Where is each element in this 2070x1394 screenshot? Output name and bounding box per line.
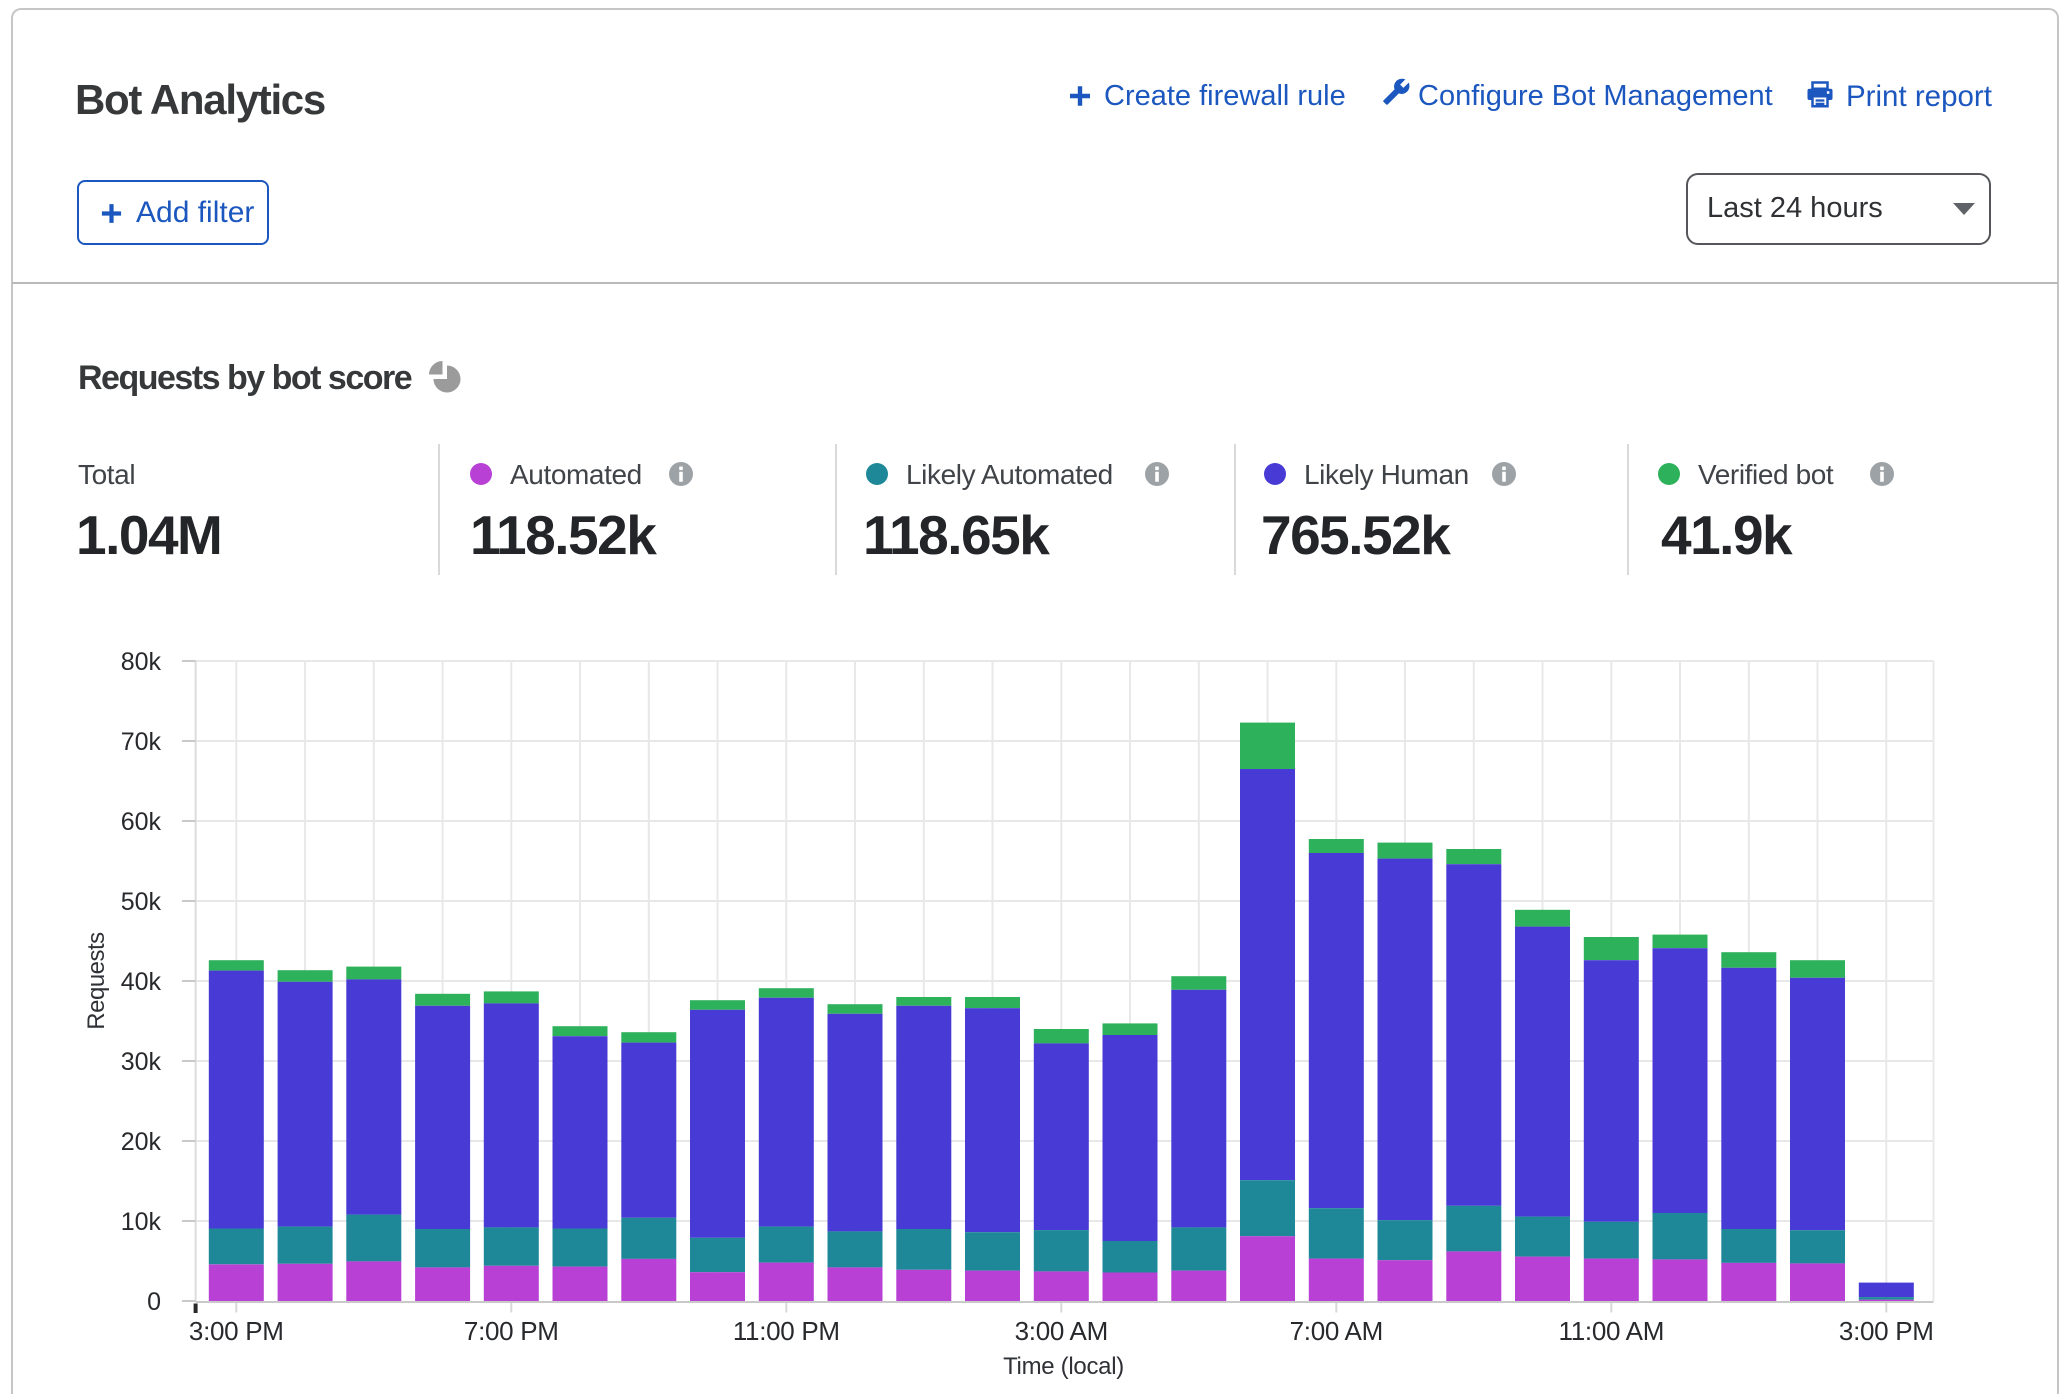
svg-text:40k: 40k xyxy=(121,968,162,996)
svg-text:11:00 PM: 11:00 PM xyxy=(733,1316,840,1346)
svg-text:30k: 30k xyxy=(121,1048,162,1076)
svg-text:11:00 AM: 11:00 AM xyxy=(1559,1316,1665,1346)
svg-text:Requests: Requests xyxy=(83,932,110,1030)
svg-text:3:00 AM: 3:00 AM xyxy=(1015,1316,1108,1346)
svg-text:20k: 20k xyxy=(121,1128,162,1156)
svg-text:10k: 10k xyxy=(121,1208,162,1236)
svg-text:Time (local): Time (local) xyxy=(1003,1353,1124,1380)
svg-text:7:00 PM: 7:00 PM xyxy=(464,1316,559,1346)
svg-text:80k: 80k xyxy=(121,648,162,676)
svg-text:60k: 60k xyxy=(121,808,162,836)
svg-text:3:00 PM: 3:00 PM xyxy=(189,1316,284,1346)
svg-text:0: 0 xyxy=(147,1288,161,1316)
svg-text:7:00 AM: 7:00 AM xyxy=(1290,1316,1383,1346)
svg-text:3:00 PM: 3:00 PM xyxy=(1839,1316,1934,1346)
svg-text:70k: 70k xyxy=(121,728,162,756)
svg-text:50k: 50k xyxy=(121,888,162,916)
